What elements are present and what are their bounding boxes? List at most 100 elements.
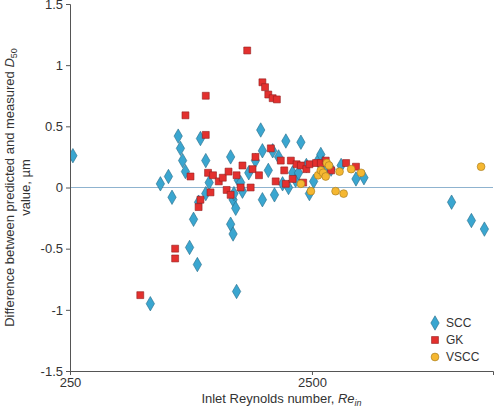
tick-label: -0.5 — [41, 241, 63, 256]
point — [182, 112, 189, 119]
point — [233, 172, 240, 179]
point — [197, 196, 204, 203]
point — [297, 135, 305, 149]
point — [185, 240, 193, 254]
point — [264, 163, 272, 177]
tick: 2500 — [298, 371, 327, 390]
tick-mark — [66, 371, 70, 372]
point — [258, 193, 266, 207]
legend-item: SCC — [431, 316, 472, 330]
tick: 1 — [56, 58, 70, 73]
point — [307, 187, 315, 195]
series — [137, 47, 360, 299]
point — [272, 178, 279, 185]
point — [447, 195, 455, 209]
y-axis: -1.5 -1 -0.5 0 0.5 1 1.5 — [41, 0, 71, 379]
point — [270, 188, 278, 202]
point — [174, 129, 182, 143]
point — [239, 162, 246, 169]
point — [325, 162, 333, 170]
point — [172, 255, 179, 262]
legend-item: VSCC — [431, 350, 480, 364]
point — [258, 144, 266, 158]
point — [146, 297, 154, 311]
tick: 0 — [56, 180, 70, 195]
point — [237, 184, 244, 191]
axis-line — [71, 372, 494, 376]
point — [172, 245, 179, 252]
legend-item: GK — [432, 333, 464, 347]
tick-mark — [66, 126, 70, 127]
point — [168, 190, 176, 204]
axis-title-part: 50 — [9, 48, 19, 58]
point — [225, 168, 232, 175]
point — [467, 213, 475, 227]
axis-title-part: Re — [338, 391, 355, 406]
axis-line — [66, 5, 71, 372]
axis-title-part: Difference between predicted and measure… — [2, 68, 17, 327]
x-axis-title: Inlet Reynolds number, Rein — [201, 391, 361, 407]
point — [187, 173, 194, 180]
point — [249, 166, 256, 173]
tick: 1.5 — [45, 0, 70, 12]
point — [232, 201, 240, 215]
point — [281, 167, 288, 174]
tick: -0.5 — [41, 241, 70, 256]
point — [289, 175, 296, 182]
y-axis-title: Difference between predicted and measure… — [2, 48, 19, 327]
point — [273, 96, 280, 103]
point — [257, 123, 265, 137]
point — [156, 177, 164, 191]
point — [262, 84, 269, 91]
point — [229, 227, 237, 241]
tick-mark — [66, 188, 70, 189]
legend-marker — [432, 337, 439, 344]
point — [202, 92, 209, 99]
y-axis-title: value, µm — [18, 159, 33, 216]
legend-marker — [431, 316, 439, 330]
point — [332, 187, 340, 195]
tick-label: 0 — [56, 180, 63, 195]
tick-label: 0.5 — [45, 119, 63, 134]
tick: -1 — [51, 302, 70, 317]
plot: 2502500-1.5 -1 -0.5 0 0.5 1 1.5 SCC GK VSCC — [41, 0, 494, 390]
tick-mark — [66, 4, 70, 5]
point — [256, 172, 263, 179]
x-axis: 2502500 — [60, 371, 494, 390]
point — [70, 148, 77, 162]
tick-label: 1 — [56, 58, 63, 73]
axis-title-part: in — [355, 398, 362, 407]
point — [247, 184, 254, 191]
point — [202, 131, 209, 138]
tick-mark — [66, 65, 70, 66]
legend-label: GK — [446, 333, 463, 347]
legend-label: VSCC — [446, 350, 480, 364]
point — [193, 257, 201, 271]
marks — [70, 47, 493, 311]
point — [282, 180, 289, 187]
tick-label: -1 — [51, 302, 63, 317]
tick-label: 2500 — [298, 375, 327, 390]
point — [347, 165, 355, 173]
point — [480, 222, 488, 236]
point — [137, 292, 144, 299]
tick-mark — [66, 310, 70, 311]
point — [226, 150, 234, 164]
point — [176, 141, 184, 155]
series — [70, 123, 489, 311]
point — [227, 191, 234, 198]
tick-label: -1.5 — [41, 364, 63, 379]
series — [297, 159, 485, 197]
point — [189, 212, 197, 226]
point — [202, 153, 210, 167]
point — [477, 163, 485, 171]
legend-marker — [431, 353, 439, 361]
point — [232, 284, 240, 298]
point — [277, 157, 284, 164]
axis-title-part: D — [2, 58, 17, 67]
tick-mark — [66, 249, 70, 250]
legend: SCC GK VSCC — [431, 316, 480, 364]
point — [322, 173, 330, 181]
point — [306, 161, 313, 168]
point — [336, 168, 344, 176]
